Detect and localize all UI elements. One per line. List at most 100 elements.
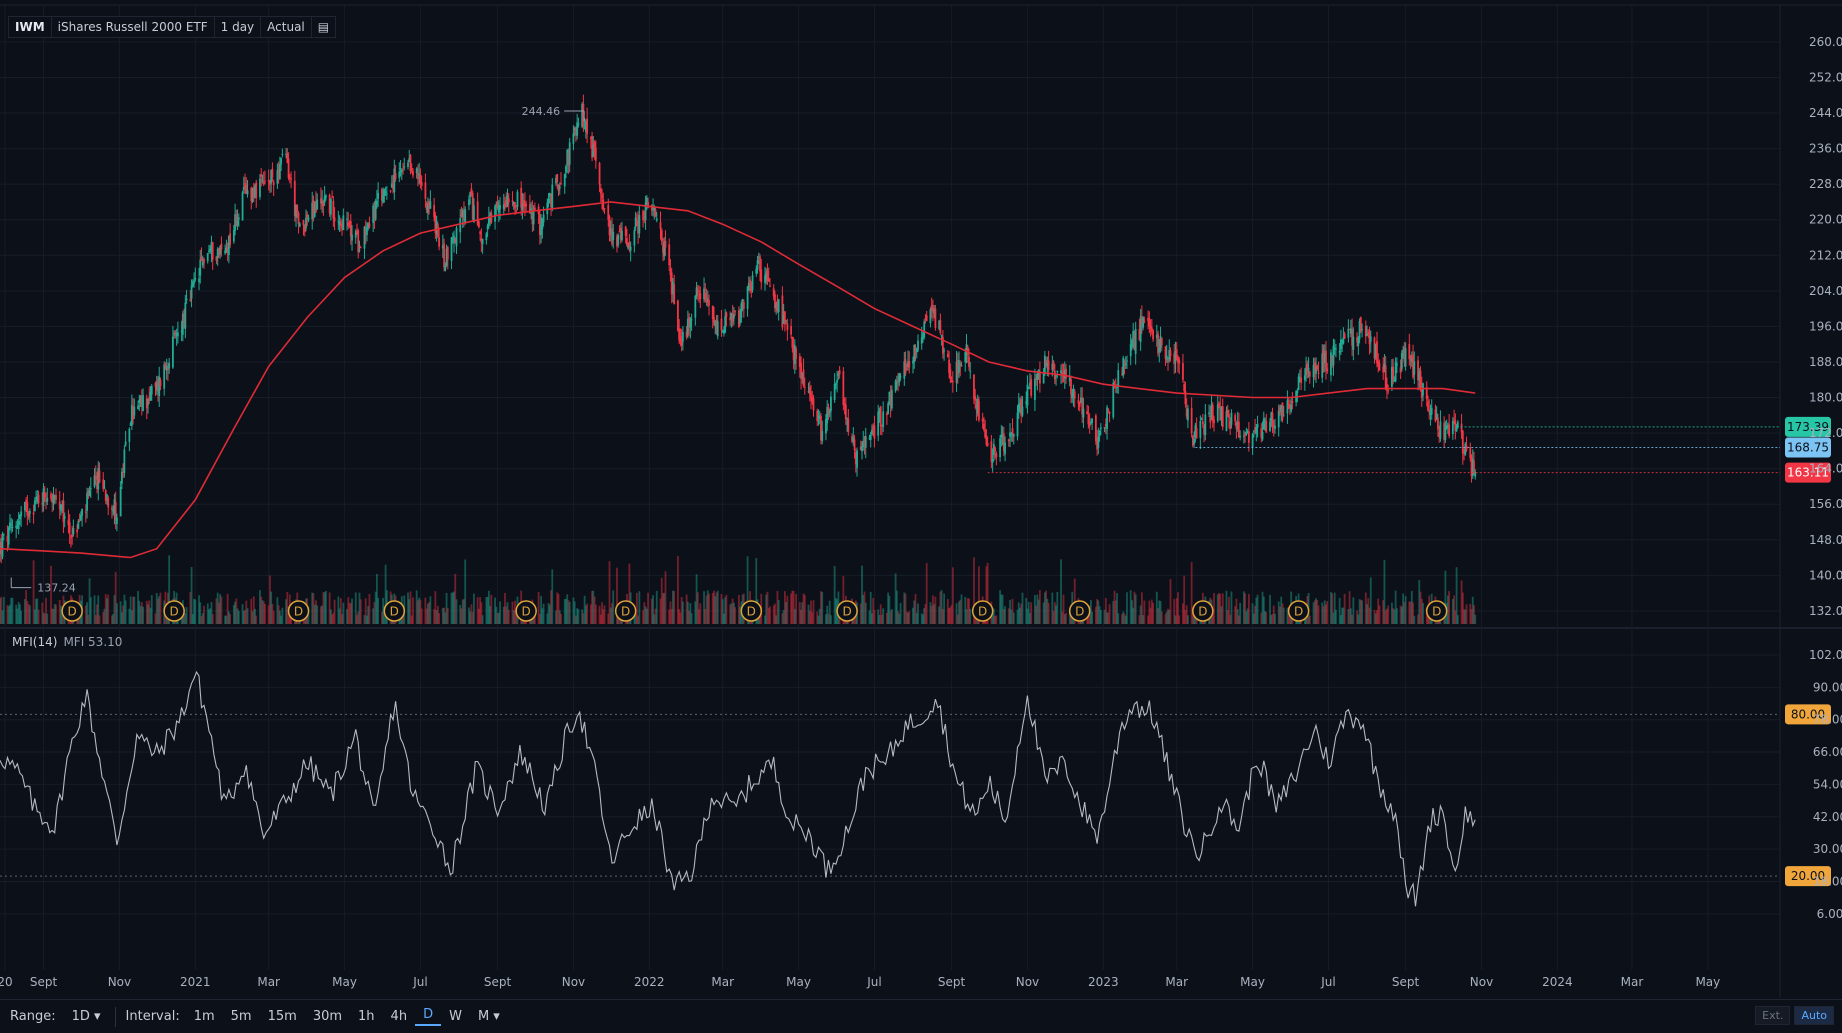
volume-bar bbox=[254, 608, 256, 624]
volume-bar bbox=[974, 613, 977, 624]
candle-body bbox=[1097, 436, 1100, 448]
time-axis[interactable]: 20 Sept Nov 2021 Mar May Jul Sept Nov 2022 Mar May J… bbox=[0, 975, 1720, 989]
dividend-marker[interactable] bbox=[1287, 600, 1310, 622]
volume-bar bbox=[1317, 605, 1320, 624]
volume-bar bbox=[994, 615, 997, 624]
volume-bar bbox=[20, 610, 23, 624]
candle-body bbox=[72, 527, 75, 535]
adjustment-mode[interactable]: Actual bbox=[261, 17, 312, 37]
candle-body bbox=[359, 247, 362, 249]
candle-body bbox=[960, 365, 963, 367]
volume-bar bbox=[810, 600, 812, 624]
candle-body bbox=[586, 118, 589, 134]
candle-body bbox=[939, 320, 942, 334]
candle-body bbox=[1418, 371, 1421, 380]
volume-bar bbox=[711, 593, 714, 624]
volume-bar bbox=[879, 604, 882, 624]
volume-bar bbox=[481, 615, 484, 624]
dividend-marker[interactable] bbox=[1068, 600, 1091, 622]
candle-body bbox=[609, 228, 612, 234]
candle-body bbox=[766, 270, 769, 282]
interval-4h[interactable]: 4h bbox=[390, 1009, 408, 1024]
volume-bar bbox=[96, 604, 98, 624]
volume-bar bbox=[985, 566, 988, 624]
volume-bar bbox=[1262, 596, 1265, 624]
volume-bar bbox=[208, 609, 210, 624]
interval-m[interactable]: M ▾ bbox=[477, 1009, 500, 1024]
interval-d[interactable]: D bbox=[415, 1007, 442, 1026]
dividend-marker[interactable] bbox=[614, 600, 637, 622]
candle-body bbox=[872, 427, 875, 429]
candle-body bbox=[694, 295, 697, 318]
candle-body bbox=[94, 475, 97, 480]
candle-body bbox=[288, 177, 291, 179]
volume-bar bbox=[783, 591, 786, 624]
candle-body bbox=[476, 201, 479, 225]
symbol-ticker[interactable]: IWM bbox=[9, 17, 52, 37]
interval-1h[interactable]: 1h bbox=[358, 1009, 375, 1024]
range-label: Range: bbox=[10, 1009, 56, 1024]
ext-hours-button[interactable]: Ext. bbox=[1755, 1006, 1791, 1025]
dividend-marker[interactable] bbox=[61, 600, 83, 622]
range-select[interactable]: 1D ▾ bbox=[72, 1009, 101, 1024]
candle-body bbox=[1071, 393, 1074, 399]
dividend-label: D bbox=[747, 605, 756, 619]
interval-1m[interactable]: 1m bbox=[193, 1009, 215, 1024]
interval-5m[interactable]: 5m bbox=[230, 1009, 252, 1024]
candle-body bbox=[235, 214, 238, 227]
candle-body bbox=[174, 332, 177, 335]
candle-body bbox=[862, 441, 865, 447]
mfi-tick-label: 54.00 bbox=[1813, 777, 1842, 791]
interval-label[interactable]: 1 day bbox=[215, 17, 262, 37]
candle-body bbox=[97, 468, 100, 490]
volume-bar bbox=[242, 610, 245, 624]
volume-bar bbox=[1117, 613, 1120, 624]
volume-bar bbox=[1053, 602, 1056, 624]
candle-body bbox=[1209, 415, 1212, 423]
candle-body bbox=[1185, 408, 1188, 417]
dividend-marker[interactable] bbox=[383, 600, 406, 622]
candle-body bbox=[741, 299, 744, 302]
dividend-marker[interactable] bbox=[836, 600, 858, 622]
volume-bar bbox=[250, 598, 253, 624]
volume-bar bbox=[943, 593, 946, 624]
candle-body bbox=[356, 232, 358, 234]
candle-body bbox=[1374, 343, 1377, 358]
candle-body bbox=[23, 501, 26, 511]
volume-bar bbox=[1347, 609, 1350, 624]
auto-scale-button[interactable]: Auto bbox=[1794, 1006, 1834, 1025]
volume-bar bbox=[1089, 600, 1092, 624]
candle-body bbox=[786, 323, 789, 331]
interval-15m[interactable]: 15m bbox=[267, 1009, 297, 1024]
dividend-marker[interactable] bbox=[287, 600, 310, 622]
volume-bar bbox=[1157, 608, 1159, 624]
candle-body bbox=[1089, 421, 1092, 424]
dividend-marker[interactable] bbox=[1192, 600, 1214, 622]
volume-bar bbox=[1236, 609, 1239, 624]
volume-bar bbox=[558, 610, 561, 624]
interval-w[interactable]: W bbox=[449, 1009, 462, 1024]
volume-bar bbox=[912, 607, 914, 624]
candle-body bbox=[269, 180, 271, 185]
interval-30m[interactable]: 30m bbox=[312, 1009, 343, 1024]
candle-body bbox=[842, 371, 845, 405]
candle-body bbox=[302, 220, 305, 226]
dividend-marker[interactable] bbox=[163, 600, 185, 622]
dividend-marker[interactable] bbox=[515, 600, 537, 622]
candle-body bbox=[634, 217, 637, 228]
dividend-marker[interactable] bbox=[740, 600, 763, 622]
mfi-title[interactable]: MFI(14) bbox=[12, 635, 58, 649]
menu-icon[interactable]: ▤ bbox=[317, 20, 330, 34]
candle-body bbox=[495, 204, 498, 206]
candle-body bbox=[183, 313, 185, 325]
volume-bar bbox=[1271, 613, 1274, 624]
dividend-marker[interactable] bbox=[1425, 600, 1448, 622]
dividend-marker[interactable] bbox=[971, 600, 994, 622]
candle-body bbox=[89, 488, 92, 490]
candle-body bbox=[36, 496, 39, 502]
price-axis[interactable]: 132.00140.00148.00156.00164.00172.00180.… bbox=[1809, 35, 1842, 921]
volume-bar bbox=[147, 604, 149, 624]
volume-bar bbox=[1011, 598, 1014, 624]
